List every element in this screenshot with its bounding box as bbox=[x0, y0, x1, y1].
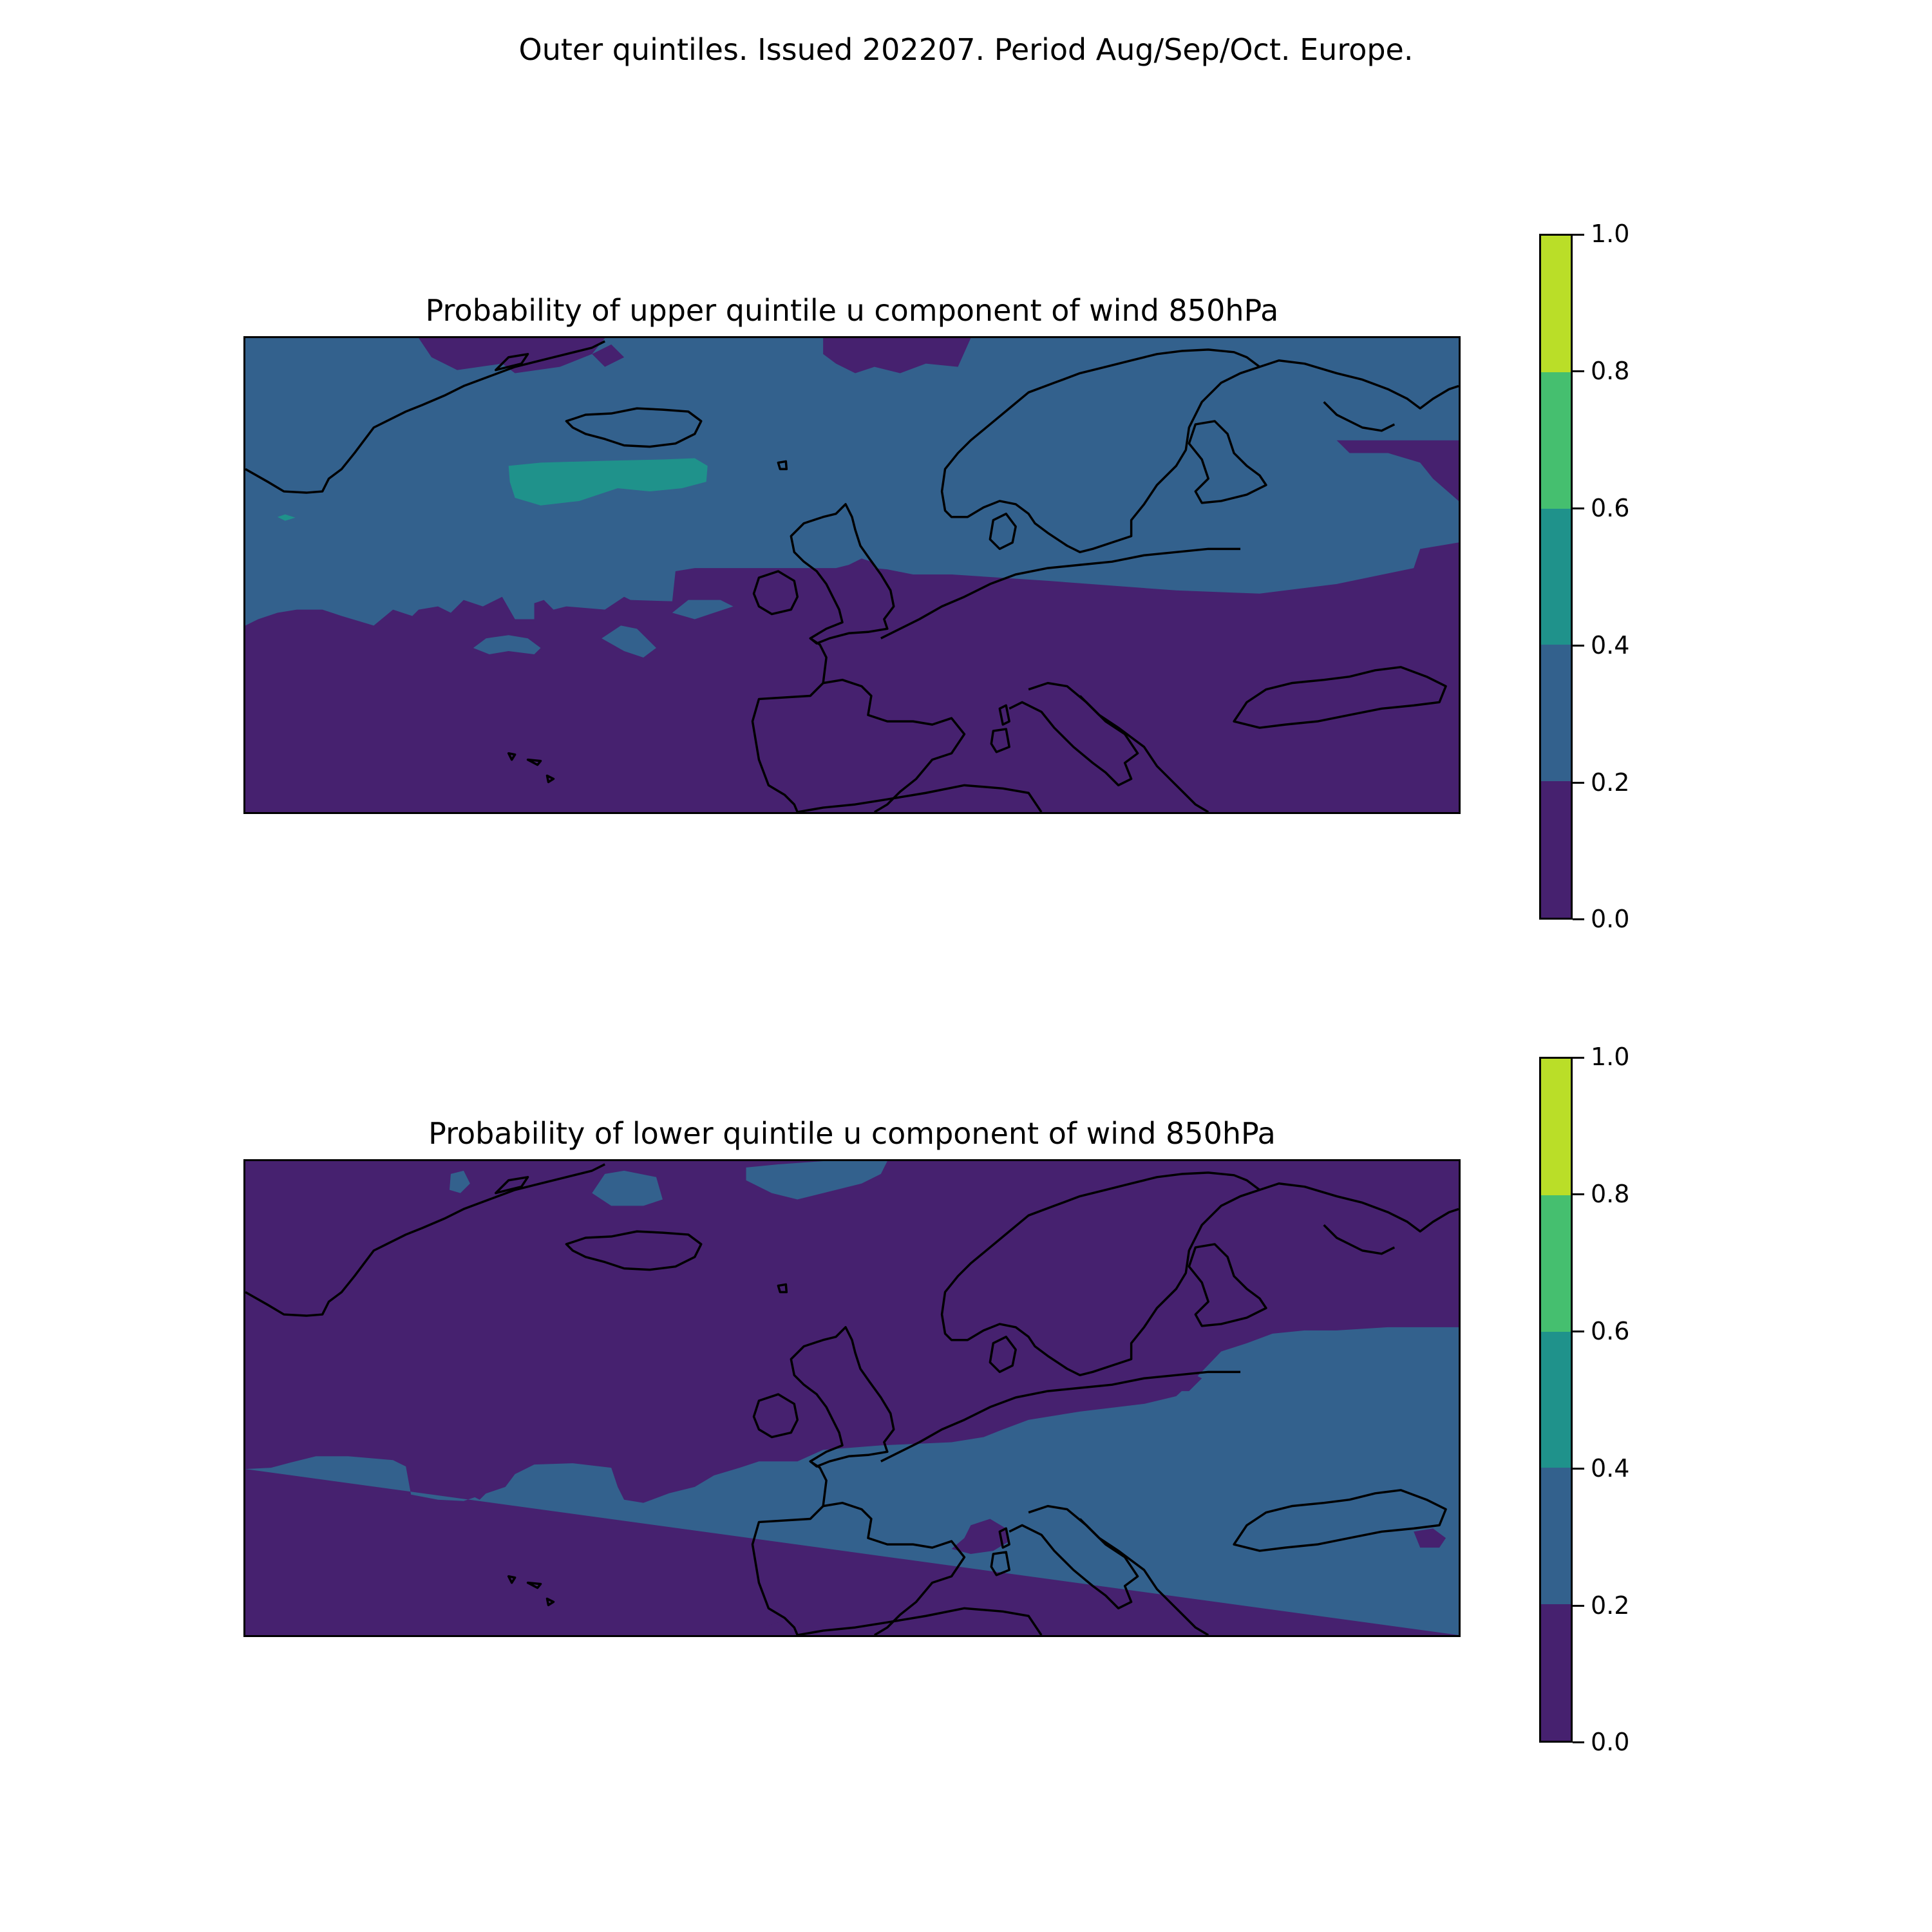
colorbar-level-0.4-0.6 bbox=[1541, 1331, 1571, 1468]
colorbar-upper-label: 1.0 bbox=[1591, 220, 1630, 248]
field-blob-atlantic-2 bbox=[601, 625, 656, 658]
colorbar-level-0.0-0.2 bbox=[1541, 1604, 1571, 1741]
colorbar-upper-tick bbox=[1573, 370, 1584, 372]
colorbar-upper-tick bbox=[1573, 782, 1584, 784]
colorbar-lower-label: 0.4 bbox=[1591, 1454, 1630, 1482]
colorbar-upper-tick bbox=[1573, 918, 1584, 920]
colorbar-upper-tick bbox=[1573, 234, 1584, 236]
field-pocket-africa bbox=[752, 1618, 817, 1635]
colorbar-lower-tick bbox=[1573, 1057, 1584, 1059]
colorbar-lower bbox=[1539, 1057, 1573, 1743]
map-upper-quintile bbox=[243, 336, 1461, 814]
colorbar-upper-label: 0.4 bbox=[1591, 631, 1630, 659]
colorbar-lower-label: 0.2 bbox=[1591, 1591, 1630, 1620]
colorbar-upper-label: 0.0 bbox=[1591, 905, 1630, 933]
field-blob-atlantic-1 bbox=[473, 635, 541, 654]
map-lower-svg bbox=[245, 1161, 1459, 1635]
colorbar-level-0.2-0.4 bbox=[1541, 645, 1571, 782]
coastlines-upper bbox=[245, 340, 1459, 812]
colorbar-lower-tick bbox=[1573, 1468, 1584, 1470]
field-teal-speck bbox=[277, 514, 296, 521]
colorbar-upper-label: 0.2 bbox=[1591, 768, 1630, 797]
figure-title: Outer quintiles. Issued 202207. Period A… bbox=[518, 32, 1414, 67]
panel-title-lower: Probability of lower quintile u componen… bbox=[428, 1116, 1276, 1151]
colorbar-lower-label: 0.0 bbox=[1591, 1728, 1630, 1756]
field-pocket-baltic bbox=[1170, 1372, 1202, 1392]
colorbar-lower-tick bbox=[1573, 1331, 1584, 1332]
field-blob-atlantic-3 bbox=[672, 600, 734, 620]
coastlines-lower bbox=[245, 1163, 1459, 1635]
map-upper-svg bbox=[245, 338, 1459, 812]
field-pocket-north-4 bbox=[1336, 440, 1459, 501]
map-lower-quintile bbox=[243, 1159, 1461, 1637]
field-blob-north-2 bbox=[592, 1170, 663, 1206]
colorbar-lower-tick bbox=[1573, 1605, 1584, 1607]
colorbar-level-0.8-1.0 bbox=[1541, 1059, 1571, 1195]
colorbar-lower-label: 0.8 bbox=[1591, 1180, 1630, 1208]
field-pocket-corsica bbox=[951, 1519, 1010, 1555]
field-pocket-north-3 bbox=[823, 338, 971, 374]
field-pocket-caspian bbox=[1414, 1528, 1446, 1548]
colorbar-lower-label: 0.6 bbox=[1591, 1317, 1630, 1345]
field-band-0.4-0.6 bbox=[508, 458, 708, 506]
colorbar-upper-tick bbox=[1573, 507, 1584, 509]
colorbar-level-0.4-0.6 bbox=[1541, 508, 1571, 645]
colorbar-level-0.0-0.2 bbox=[1541, 781, 1571, 918]
colorbar-upper-label: 0.6 bbox=[1591, 494, 1630, 522]
colorbar-lower-tick bbox=[1573, 1741, 1584, 1743]
field-band-0.2-0.4 bbox=[245, 1327, 1459, 1635]
colorbar-level-0.2-0.4 bbox=[1541, 1468, 1571, 1605]
colorbar-upper bbox=[1539, 234, 1573, 920]
colorbar-level-0.6-0.8 bbox=[1541, 372, 1571, 509]
colorbar-level-0.8-1.0 bbox=[1541, 236, 1571, 372]
field-blob-north-1 bbox=[449, 1170, 470, 1193]
field-blob-north-3 bbox=[746, 1161, 887, 1200]
colorbar-upper-tick bbox=[1573, 645, 1584, 647]
colorbar-upper-label: 0.8 bbox=[1591, 357, 1630, 385]
colorbar-level-0.6-0.8 bbox=[1541, 1195, 1571, 1332]
colorbar-lower-label: 1.0 bbox=[1591, 1043, 1630, 1071]
panel-title-upper: Probability of upper quintile u componen… bbox=[425, 293, 1279, 328]
colorbar-lower-tick bbox=[1573, 1193, 1584, 1195]
field-pocket-north-2 bbox=[592, 344, 625, 367]
